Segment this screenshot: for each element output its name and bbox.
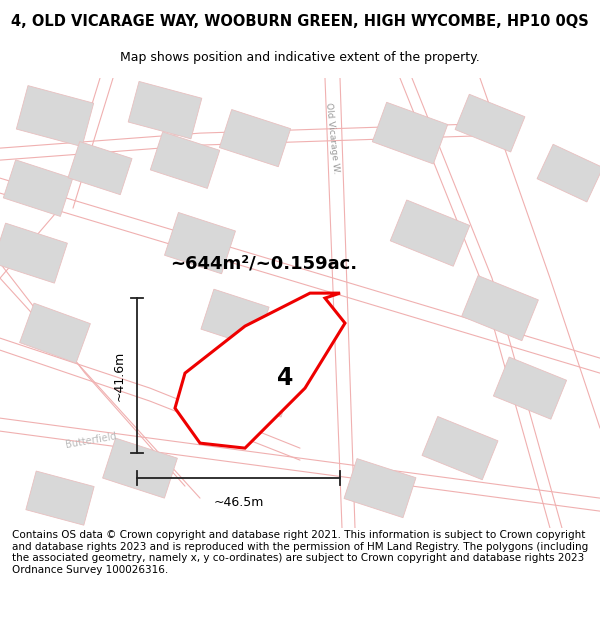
Polygon shape (461, 276, 538, 341)
Text: ~46.5m: ~46.5m (214, 496, 263, 509)
Text: 4, OLD VICARAGE WAY, WOOBURN GREEN, HIGH WYCOMBE, HP10 0QS: 4, OLD VICARAGE WAY, WOOBURN GREEN, HIGH… (11, 14, 589, 29)
Polygon shape (226, 359, 294, 417)
Text: 4: 4 (277, 366, 293, 390)
Polygon shape (422, 416, 498, 480)
Polygon shape (16, 86, 94, 147)
Text: Map shows position and indicative extent of the property.: Map shows position and indicative extent… (120, 51, 480, 64)
Polygon shape (390, 200, 470, 266)
Polygon shape (493, 357, 566, 419)
Polygon shape (220, 109, 290, 167)
Polygon shape (372, 102, 448, 164)
Text: Butterfield: Butterfield (65, 431, 118, 449)
Polygon shape (344, 459, 416, 518)
Polygon shape (201, 289, 269, 347)
Polygon shape (26, 471, 94, 525)
Polygon shape (175, 293, 345, 448)
Polygon shape (164, 213, 235, 274)
Polygon shape (0, 223, 67, 283)
Polygon shape (537, 144, 600, 202)
Polygon shape (103, 438, 178, 498)
Text: ~644m²/~0.159ac.: ~644m²/~0.159ac. (170, 254, 357, 272)
Polygon shape (3, 160, 73, 216)
Text: ~41.6m: ~41.6m (113, 351, 125, 401)
Text: Old Vicarage W.: Old Vicarage W. (324, 102, 340, 174)
Polygon shape (20, 303, 91, 363)
Polygon shape (455, 94, 525, 152)
Polygon shape (68, 141, 132, 195)
Text: Contains OS data © Crown copyright and database right 2021. This information is : Contains OS data © Crown copyright and d… (12, 530, 588, 575)
Polygon shape (128, 81, 202, 139)
Polygon shape (150, 132, 220, 188)
